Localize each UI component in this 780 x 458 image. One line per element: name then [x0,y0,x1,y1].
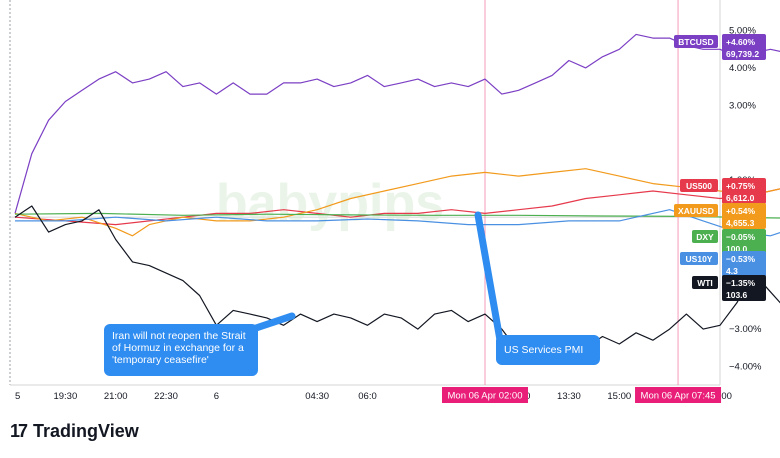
series-value-tag [722,203,766,229]
chart-canvas: babypips 5.00%4.00%3.00%1.00%−3.00%−4.00… [9,0,780,403]
series-name-tag [680,252,718,265]
series-value-tag [722,229,766,255]
series-price-label: 6,612.0 [726,193,755,203]
series-name-label: US10Y [686,254,713,264]
x-highlight-label: Mon 06 Apr 07:45 [641,391,716,402]
x-tick-label: 6 [214,391,219,402]
tradingview-logo[interactable]: 17 TradingView [10,421,139,442]
series-value-tag [722,34,766,60]
y-tick-label: 5.00% [729,26,756,37]
series-price-label: 100.0 [726,244,748,254]
series-value-tag [722,275,766,301]
annotation-us-services-pmi: US Services PMI [496,335,600,365]
annotation-iran-hormuz: Iran will not reopen the Strait of Hormu… [104,324,258,376]
series-name-label: US500 [686,181,712,191]
x-highlight-box [442,387,528,403]
event-lines [484,0,679,385]
series-value-tag [722,178,766,204]
series-line-us10y [15,209,780,237]
series-change-label: −1.35% [726,278,756,288]
series-name-label: BTCUSD [678,37,713,47]
series-change-label: +0.54% [726,206,756,216]
series-price-label: 69,739.2 [726,49,759,59]
y-tick-label: −3.00% [729,324,762,335]
series-name-tag [674,35,718,48]
series-name-tag [680,179,718,192]
series-name-label: XAUUSD [678,206,714,216]
series-name-label: DXY [696,232,714,242]
x-tick-label: 13:30 [557,391,581,402]
series-value-tag [722,251,766,277]
series-line-btcusd [14,33,780,214]
series-change-label: +0.75% [726,181,756,191]
series-name-tag [692,276,718,289]
x-highlight-label: Mon 06 Apr 02:00 [448,391,523,402]
x-tick-label: 15:00 [607,391,631,402]
series-price-label: 4,655.3 [726,218,755,228]
x-tick-label: 04:30 [305,391,329,402]
tradingview-logo-text: TradingView [33,421,139,441]
tradingview-logo-icon: 17 [10,421,28,441]
pmi-callout-pointer [474,211,504,344]
series-name-tag [674,204,718,217]
series-name-label: WTI [697,278,713,288]
x-tick-label: 22:30 [154,391,178,402]
series-name-tag [692,230,718,243]
x-tick-label: 06:0 [358,391,377,402]
price-tags: BTCUSD +4.60% 69,739.2 US500 +0.75% 6,612.0 XA… [674,34,766,301]
x-tick-label: 21:00 [104,391,128,402]
y-tick-label: −4.00% [729,361,762,372]
grid [9,0,721,386]
series-price-label: 4.3 [726,266,738,276]
series-line-xauusd [14,168,780,237]
series-change-label: +4.60% [726,37,756,47]
series-change-label: −0.53% [726,254,756,264]
series-line-us500 [14,188,780,226]
x-axis: 519:3021:0022:30604:3006:010:3012:0013:3… [15,387,732,403]
x-tick-label: 5 [15,391,20,402]
x-highlight-box [635,387,722,403]
y-tick-label: 3.00% [729,100,756,111]
series-line-dxy [14,212,780,219]
y-tick-label: 4.00% [729,63,756,74]
series-change-label: −0.05% [726,232,756,242]
watermark: babypips [216,174,444,232]
series-price-label: 103.6 [726,290,748,300]
x-tick-label: 19:30 [53,391,77,402]
